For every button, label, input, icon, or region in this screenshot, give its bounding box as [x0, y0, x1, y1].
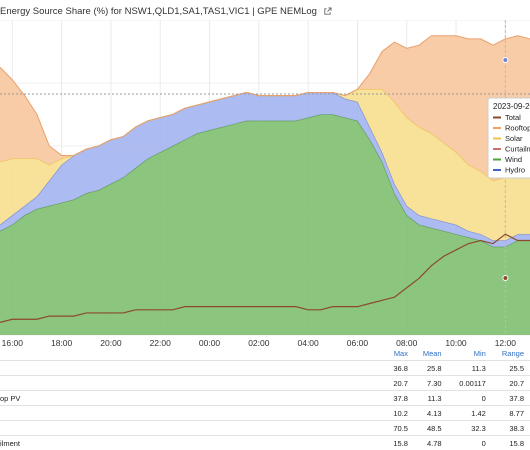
stats-value: 25.5: [492, 361, 530, 376]
legend-item-label: Curtailment: [505, 145, 530, 154]
legend-item-label: Wind: [505, 155, 522, 164]
stats-value: 38.3: [492, 421, 530, 436]
stats-series-name: [0, 406, 386, 421]
legend-item-label: Rooftop PV: [505, 124, 530, 133]
stats-series-name: [0, 376, 386, 391]
stats-value: 1.42: [448, 406, 492, 421]
stats-value: 32.3: [448, 421, 492, 436]
stats-header-mean[interactable]: Mean: [414, 347, 448, 361]
legend-item-label: Solar: [505, 134, 523, 143]
stats-value: 11.3: [448, 361, 492, 376]
stats-value: 10.2: [386, 406, 414, 421]
external-link-icon[interactable]: [323, 7, 332, 16]
legend-item-label: Hydro: [505, 166, 525, 175]
stats-value: 20.7: [386, 376, 414, 391]
stats-value: 70.5: [386, 421, 414, 436]
stats-value: 37.8: [386, 391, 414, 406]
stats-value: 15.8: [492, 436, 530, 450]
crosshair-point: [503, 58, 508, 63]
stats-header-range[interactable]: Range: [492, 347, 530, 361]
stats-value: 7.30: [414, 376, 448, 391]
stats-series-name: [0, 361, 386, 376]
stats-value: 0: [448, 436, 492, 450]
stats-series-name: [0, 421, 386, 436]
stats-value: 8.77: [492, 406, 530, 421]
stats-value: 20.7: [492, 376, 530, 391]
stats-series-name: ilment: [0, 436, 386, 450]
stats-header-max[interactable]: Max: [386, 347, 414, 361]
stats-value: 11.3: [414, 391, 448, 406]
stats-value: 37.8: [492, 391, 530, 406]
stats-value: 4.78: [414, 436, 448, 450]
chart-title-bar: Energy Source Share (%) for NSW1,QLD1,SA…: [0, 4, 332, 18]
crosshair-point: [503, 276, 508, 281]
stats-value: 0: [448, 391, 492, 406]
stats-series-name: op PV: [0, 391, 386, 406]
legend-title: 2023-09-20: [493, 102, 530, 111]
stats-value: 15.8: [386, 436, 414, 450]
stats-header-name: [0, 347, 386, 361]
stats-header-min[interactable]: Min: [448, 347, 492, 361]
stats-value: 25.8: [414, 361, 448, 376]
legend-item-label: Total: [505, 113, 521, 122]
stats-value: 36.8: [386, 361, 414, 376]
stats-value: 0.00117: [448, 376, 492, 391]
stats-value: 48.5: [414, 421, 448, 436]
stats-value: 4.13: [414, 406, 448, 421]
page-title: Energy Source Share (%) for NSW1,QLD1,SA…: [0, 6, 317, 17]
